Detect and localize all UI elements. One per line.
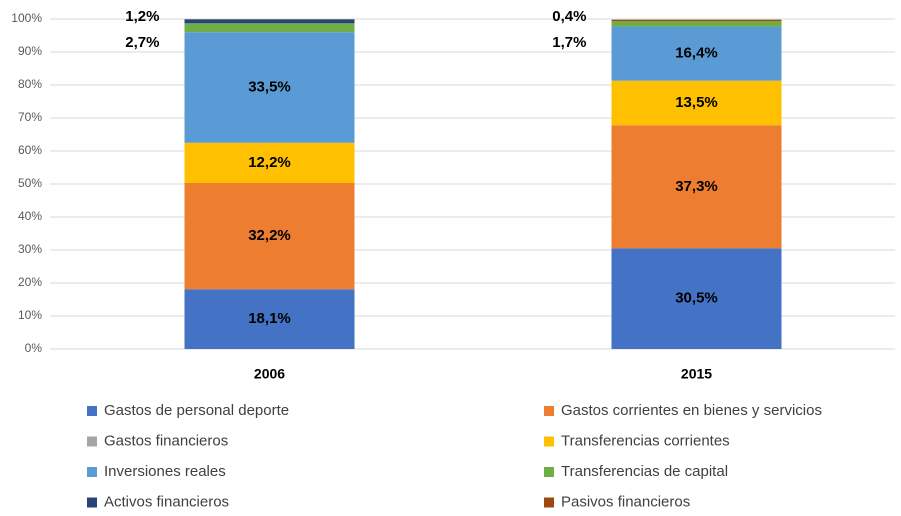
legend-label: Inversiones reales (104, 463, 226, 480)
legend-swatch (544, 497, 554, 508)
data-label: 33,5% (248, 78, 291, 95)
bar-segment (184, 142, 355, 184)
legend-swatch (87, 436, 97, 447)
y-tick-label: 10% (18, 308, 42, 322)
legend-swatch (544, 436, 554, 447)
y-tick-label: 0% (25, 341, 43, 355)
legend-label: Transferencias corrientes (561, 432, 730, 449)
bar-segment (611, 125, 782, 249)
bar-segment (184, 289, 355, 349)
data-label: 30,5% (675, 290, 718, 307)
bar-segment (611, 80, 782, 126)
data-label: 1,2% (125, 8, 159, 25)
legend-label: Gastos corrientes en bienes y servicios (561, 402, 822, 419)
legend-swatch (544, 406, 554, 416)
bar-segment (611, 19, 782, 21)
y-tick-label: 40% (18, 209, 42, 223)
legend-label: Gastos de personal deporte (104, 402, 289, 419)
y-tick-label: 20% (18, 275, 42, 289)
y-tick-label: 60% (18, 143, 42, 157)
bar-segment (184, 23, 355, 33)
y-tick-label: 90% (18, 44, 42, 58)
bar-segment (611, 26, 782, 81)
bar-segment (184, 183, 355, 290)
bar-segment (184, 19, 355, 24)
data-label: 1,7% (552, 34, 586, 51)
bar-segment (184, 32, 355, 143)
data-label: 18,1% (248, 310, 291, 327)
data-label: 32,2% (248, 227, 291, 244)
data-label: 0,4% (552, 8, 586, 25)
y-tick-label: 30% (18, 242, 42, 256)
legend-swatch (87, 497, 97, 508)
data-label: 13,5% (675, 94, 718, 111)
y-tick-label: 70% (18, 110, 42, 124)
x-tick-label: 2006 (254, 366, 285, 382)
legend-label: Gastos financieros (104, 432, 228, 449)
y-tick-label: 50% (18, 176, 42, 190)
bar-segment (611, 248, 782, 349)
data-label: 12,2% (248, 154, 291, 171)
data-label: 16,4% (675, 45, 718, 62)
x-tick-label: 2015 (681, 366, 712, 382)
legend-swatch (87, 406, 97, 416)
legend-swatch (87, 467, 97, 477)
y-tick-label: 100% (11, 11, 42, 25)
data-label: 37,3% (675, 178, 718, 195)
y-tick-label: 80% (18, 77, 42, 91)
legend-swatch (544, 467, 554, 477)
legend-label: Pasivos financieros (561, 493, 690, 510)
legend-label: Transferencias de capital (561, 463, 728, 480)
bar-segment (611, 20, 782, 27)
legend-label: Activos financieros (104, 493, 229, 510)
data-label: 2,7% (125, 34, 159, 51)
